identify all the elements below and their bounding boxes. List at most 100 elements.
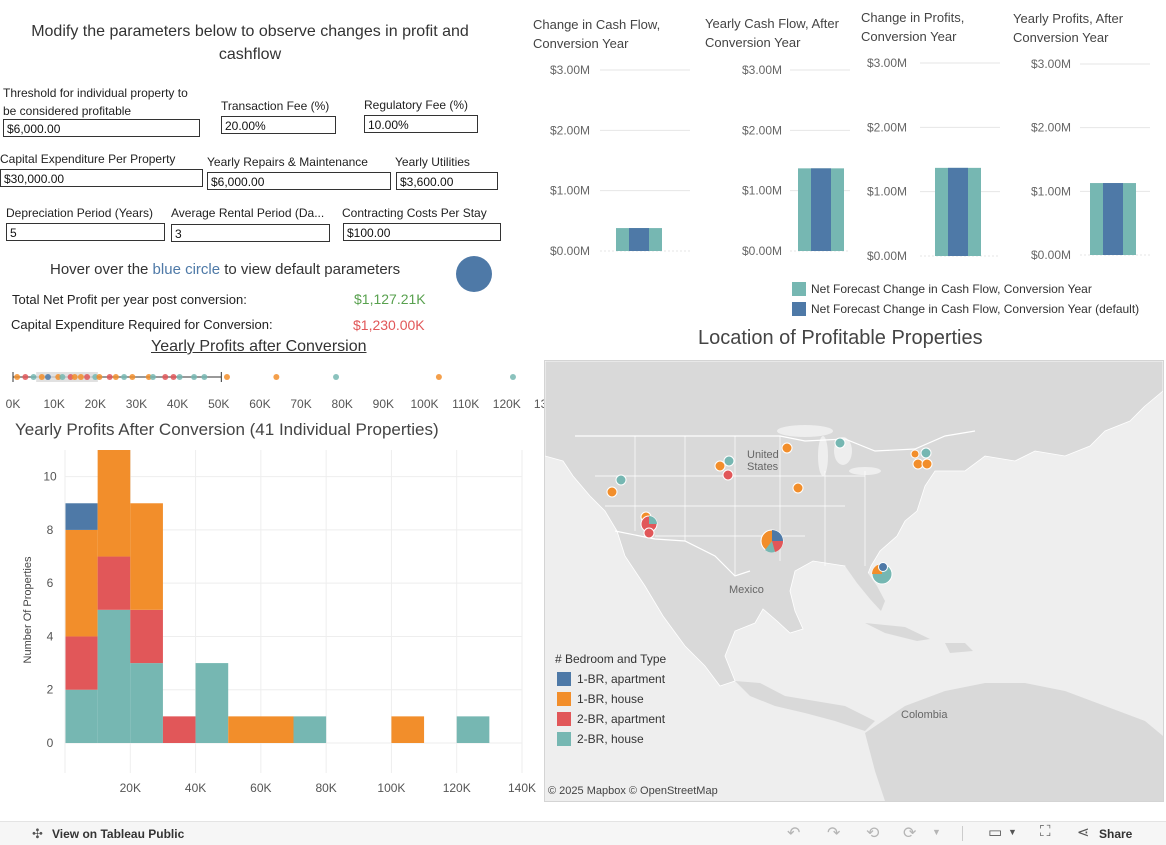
param-transaction-fee-input[interactable]: 20.00% [221, 116, 336, 134]
histogram-chart: 0 2 4 6 8 10 20K 40K 60K 80K 100K 120K 140K Number Of… [22, 450, 536, 795]
param-capex-input[interactable]: $30,000.00 [0, 169, 203, 187]
mini-y-tick-label: $3.00M [1031, 57, 1071, 71]
strip-point [170, 374, 177, 380]
map-panel[interactable]: United States Mexico Colombia [544, 360, 1164, 802]
strip-x-tick-label: 110K [452, 397, 479, 411]
param-repairs-label: Yearly Repairs & Maintenance [207, 155, 368, 169]
hist-bar-teal [130, 663, 163, 743]
device-preview-icon[interactable]: ▭ [988, 824, 1003, 841]
mini-bar-default [629, 228, 649, 251]
param-depreciation-input[interactable]: 5 [6, 223, 165, 241]
undo-icon[interactable]: ↶ [787, 825, 801, 842]
hist-x-tick-label: 120K [443, 781, 471, 795]
strip-x-tick-label: 10K [43, 397, 64, 411]
map-pie-marker-texas [760, 529, 784, 553]
param-contracting-input[interactable]: $100.00 [343, 223, 501, 241]
param-rental-period-input[interactable]: 3 [171, 224, 330, 242]
hist-x-tick-label: 20K [120, 781, 141, 795]
strip-point [59, 374, 66, 380]
hist-y-tick-label: 10 [43, 470, 57, 484]
map-markers [606, 437, 933, 585]
land-north-america [545, 361, 1163, 687]
hist-bar-teal [195, 663, 229, 743]
map-legend-swatch-2br-apartment [557, 712, 571, 726]
param-utilities-input[interactable]: $3,600.00 [396, 172, 498, 190]
strip-x-tick-label: 20K [85, 397, 106, 411]
strip-x-tick-label: 40K [167, 397, 188, 411]
redo-icon[interactable]: ↷ [827, 825, 841, 842]
land-south-america [865, 683, 1163, 801]
map-label-mexico: Mexico [729, 584, 764, 596]
strip-point [162, 374, 169, 380]
strip-point [112, 374, 119, 380]
kpi-net-profit-value: $1,127.21K [354, 291, 426, 307]
hist-bar-orange [391, 716, 425, 743]
strip-point [44, 374, 51, 380]
share-button[interactable]: Share [1099, 827, 1133, 841]
hover-suffix: to view default parameters [220, 261, 401, 278]
strip-point [84, 374, 91, 380]
param-capex-label: Capital Expenditure Per Property [0, 152, 176, 166]
hist-bar-teal [65, 689, 98, 743]
fullscreen-icon[interactable]: ⛶ [1040, 823, 1051, 840]
hover-prefix: Hover over the [50, 261, 153, 278]
hist-bar-orange [130, 503, 163, 610]
refresh-dropdown-icon[interactable]: ▼ [932, 827, 941, 837]
strip-point [273, 374, 280, 380]
mini-chart-title-4: Yearly Profits, After Conversion Year [1013, 11, 1124, 45]
strip-point [201, 374, 208, 380]
param-contracting-label: Contracting Costs Per Stay [342, 206, 487, 220]
param-repairs-input[interactable]: $6,000.00 [207, 172, 391, 190]
mini-y-tick-label: $1.00M [1031, 184, 1071, 198]
refresh-icon[interactable]: ⟳ [903, 825, 917, 842]
strip-x-tick-label: 60K [249, 397, 270, 411]
strip-x-tick-label: 70K [290, 397, 311, 411]
strip-x-tick-label: 100K [410, 397, 438, 411]
param-threshold-input[interactable]: $6,000.00 [3, 119, 200, 137]
hist-x-tick-label: 140K [508, 781, 536, 795]
param-regulatory-fee-input[interactable]: 10.00% [364, 115, 478, 133]
mini-charts: $0.00M $1.00M $2.00M $3.00M $0.00M $1.00M $2.0… [550, 56, 1150, 263]
hist-bar-red [162, 716, 196, 743]
mini-legend-swatch-2 [792, 302, 806, 316]
strip-point [435, 374, 442, 380]
strip-point [22, 374, 29, 380]
map-legend-label-1br-house: 1-BR, house [577, 692, 644, 706]
map-marker [606, 486, 618, 498]
hist-bar-red [130, 609, 163, 664]
map-marker [615, 474, 627, 486]
hist-y-tick-label: 4 [47, 629, 54, 643]
kpi-capex-value: $1,230.00K [353, 317, 425, 333]
device-dropdown-icon[interactable]: ▼ [1008, 827, 1017, 837]
strip-point [77, 374, 84, 380]
map-marker [722, 469, 734, 481]
hist-x-tick-label: 80K [315, 781, 336, 795]
map-marker [920, 447, 932, 459]
map-label-united-states: United States [747, 449, 779, 473]
strip-point [92, 374, 99, 380]
default-parameters-circle[interactable] [456, 256, 492, 292]
map-marker [781, 442, 793, 454]
strip-point [333, 374, 340, 380]
mini-chart-title-1: Change in Cash Flow, Conversion Year [533, 17, 661, 51]
map-title: Location of Profitable Properties [698, 327, 983, 349]
share-icon[interactable]: ⋖ [1077, 824, 1090, 841]
map-attribution[interactable]: © 2025 Mapbox © OpenStreetMap [548, 785, 718, 797]
strip-chart-title: Yearly Profits after Conversion [151, 338, 367, 355]
mini-legend-label-1: Net Forecast Change in Cash Flow, Conver… [811, 282, 1092, 296]
map-legend-swatch-1br-apartment [557, 672, 571, 686]
mini-y-tick-label: $0.00M [550, 244, 590, 258]
hover-link-text: blue circle [152, 261, 221, 278]
mini-y-tick-label: $1.00M [550, 184, 590, 198]
param-regulatory-fee-label: Regulatory Fee (%) [364, 98, 469, 112]
land-central-america [735, 681, 875, 731]
strip-x-tick-label: 0K [6, 397, 21, 411]
tableau-logo-icon: ✣ [32, 826, 43, 841]
hist-y-tick-label: 0 [47, 736, 54, 750]
mini-y-tick-label: $3.00M [742, 63, 782, 77]
strip-box [36, 372, 98, 382]
revert-icon[interactable]: ⟲ [866, 825, 880, 842]
strip-point [129, 374, 136, 380]
map-legend-swatch-2br-house [557, 732, 571, 746]
mini-y-tick-label: $2.00M [867, 120, 907, 134]
